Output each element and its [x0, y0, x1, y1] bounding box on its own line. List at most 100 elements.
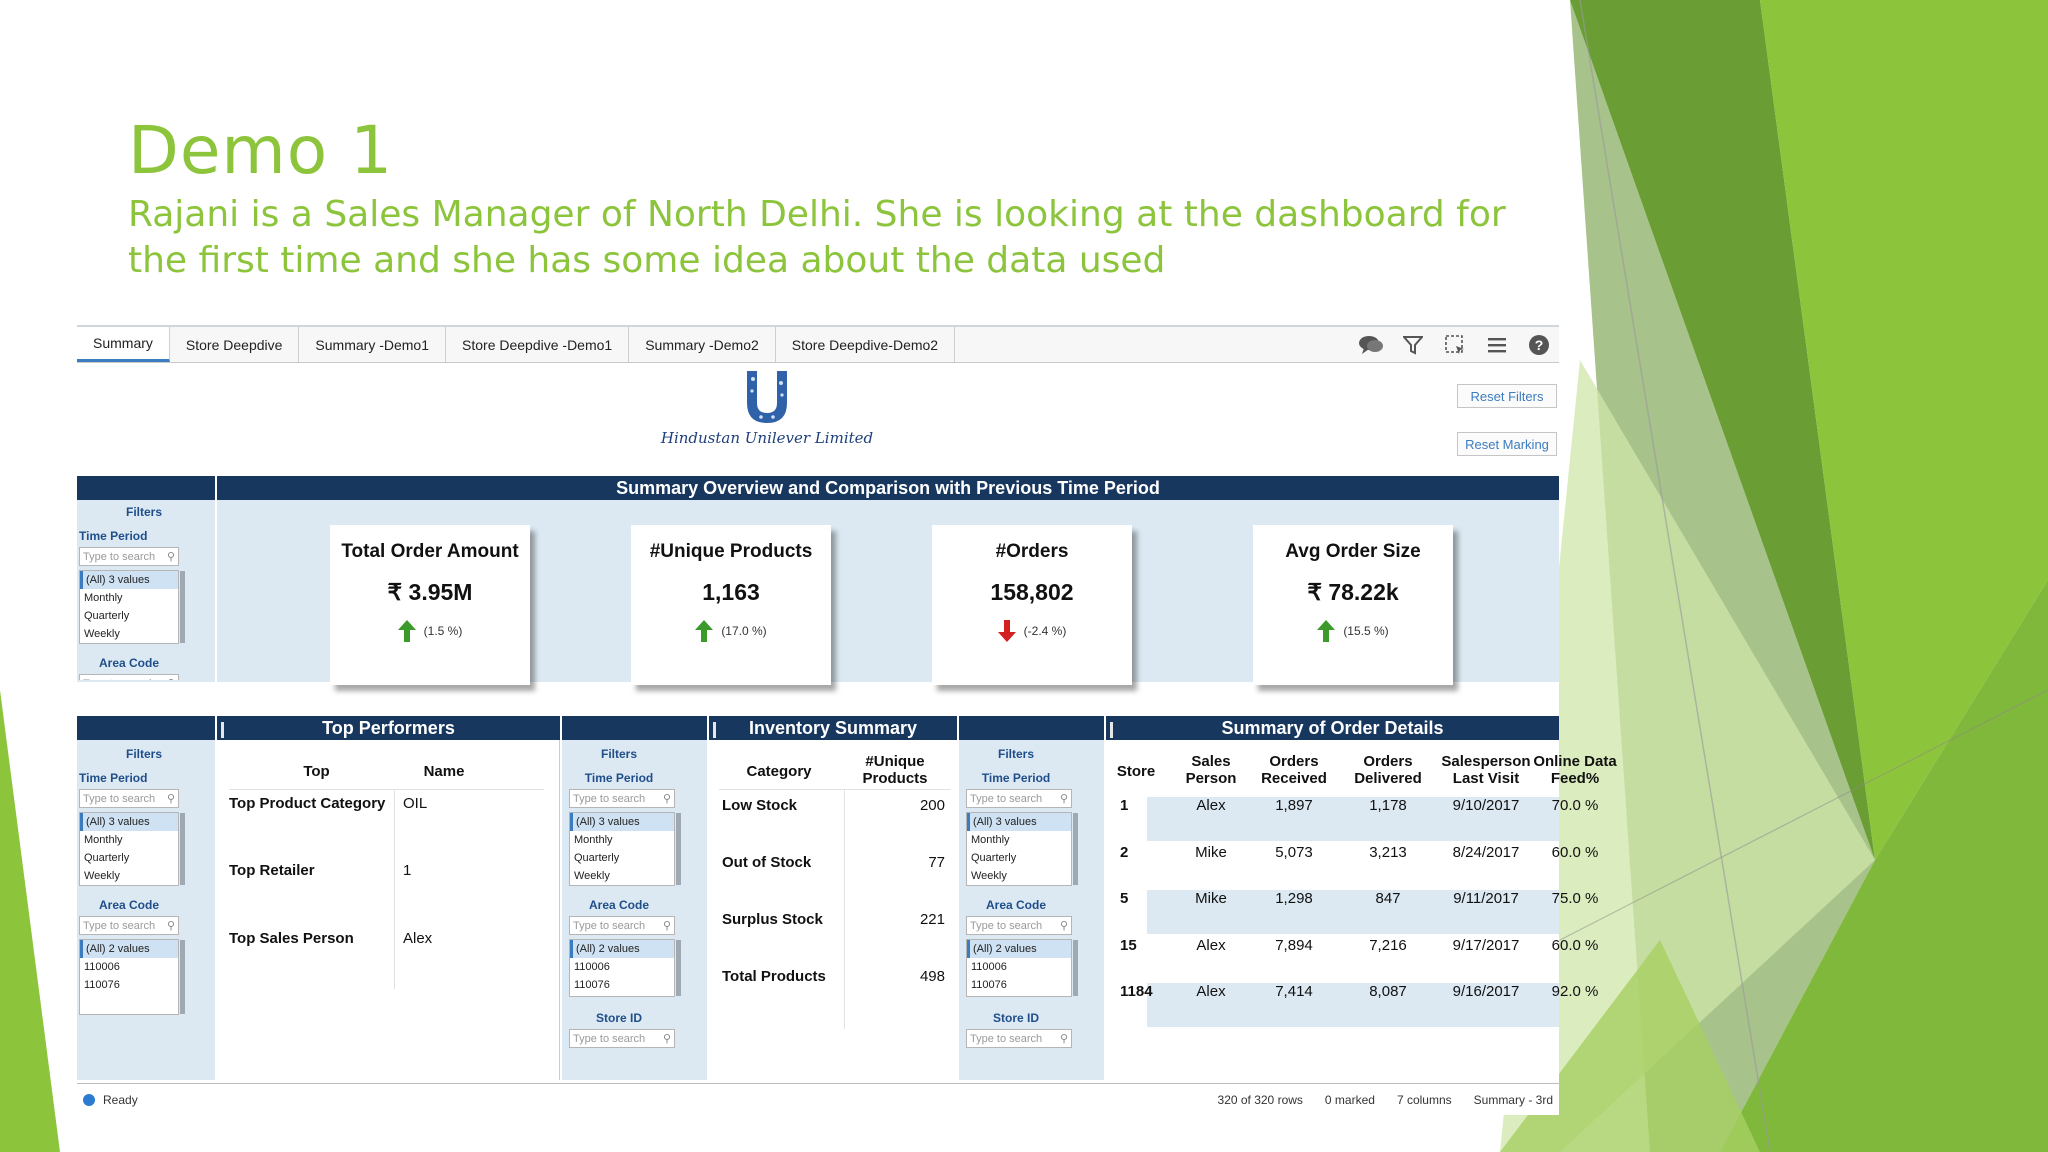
store-id-search-input[interactable]: Type to search ⚲ — [569, 1029, 675, 1048]
table-cell: 9/11/2017 — [1453, 890, 1519, 907]
list-item[interactable]: 110006 — [84, 961, 120, 973]
comment-icon[interactable] — [1357, 332, 1385, 358]
list-item[interactable]: Quarterly — [84, 610, 130, 622]
area-code-list: (All) 2 values 110006 110076 — [79, 939, 185, 1015]
table-cell: 847 — [1375, 890, 1401, 907]
list-item[interactable]: Monthly — [84, 592, 123, 604]
list-item[interactable]: (All) 3 values — [570, 813, 674, 831]
svg-text:?: ? — [1535, 337, 1544, 353]
table-cell: 7,216 — [1369, 936, 1407, 954]
help-icon[interactable]: ? — [1525, 332, 1553, 358]
table-cell: Top Product Category — [229, 795, 386, 812]
time-period-search-input[interactable]: Type to search ⚲ — [79, 789, 179, 808]
time-period-search-input[interactable]: Type to search ⚲ — [569, 789, 675, 808]
time-period-label: Time Period — [79, 771, 148, 785]
order-filters: Filters Time Period Type to search ⚲ (All… — [966, 747, 1096, 1048]
area-code-search-input[interactable]: Type to search ⚲ — [79, 674, 179, 680]
table-cell: 15 — [1120, 936, 1137, 954]
time-period-label: Time Period — [79, 529, 148, 543]
list-item[interactable]: Quarterly — [84, 852, 130, 864]
table-cell: Mike — [1195, 890, 1227, 907]
filter-icon[interactable] — [1399, 332, 1427, 358]
reset-marking-button[interactable]: Reset Marking — [1457, 432, 1557, 456]
tab-store-deepdive[interactable]: Store Deepdive — [170, 327, 300, 362]
list-item[interactable]: Weekly — [574, 870, 610, 882]
kpi-change: (-2.4 %) — [1023, 624, 1067, 638]
time-period-label: Time Period — [584, 771, 654, 785]
tab-store-deepdive-demo1[interactable]: Store Deepdive -Demo1 — [446, 327, 630, 362]
inventory-summary-title: Inventory Summary — [748, 717, 918, 738]
column-header: Orders Received — [1261, 753, 1327, 787]
scrollbar[interactable] — [180, 940, 185, 1014]
logo-text: Hindustan Unilever Limited — [660, 429, 874, 447]
column-header: Top — [303, 763, 330, 780]
time-period-search-input[interactable]: Type to search ⚲ — [79, 547, 179, 566]
search-icon: ⚲ — [662, 920, 671, 932]
table-cell: 1184 — [1120, 983, 1153, 1000]
tab-store-deepdive-demo2[interactable]: Store Deepdive-Demo2 — [776, 327, 956, 362]
list-item[interactable]: (All) 2 values — [570, 940, 674, 958]
slide-subtitle: Rajani is a Sales Manager of North Delhi… — [128, 194, 1506, 281]
table-cell: 60.0 % — [1551, 843, 1599, 861]
toolbar-icons: ? — [1357, 332, 1553, 358]
menu-icon[interactable] — [1483, 332, 1511, 358]
list-item[interactable]: (All) 2 values — [80, 940, 178, 958]
reset-filters-button[interactable]: Reset Filters — [1457, 384, 1557, 408]
search-icon: ⚲ — [1059, 1033, 1068, 1045]
kpi-card-total-order-amount: Total Order Amount ₹ 3.95M (1.5 %) — [330, 525, 530, 685]
list-item[interactable]: Monthly — [971, 834, 1010, 846]
arrow-up-icon — [397, 620, 416, 642]
area-code-search-input[interactable]: Type to search ⚲ — [966, 916, 1072, 935]
list-item[interactable]: 110006 — [971, 961, 1007, 973]
list-item[interactable]: (All) 3 values — [80, 813, 178, 831]
list-item[interactable]: Quarterly — [971, 852, 1017, 864]
search-icon: ⚲ — [662, 793, 671, 805]
kpi-title: #Unique Products — [649, 541, 813, 562]
table-cell: 200 — [919, 797, 945, 814]
table-cell: 77 — [928, 854, 945, 871]
selection-icon[interactable] — [1441, 332, 1469, 358]
scrollbar[interactable] — [676, 813, 681, 885]
scrollbar[interactable] — [180, 813, 185, 885]
company-logo: Hindustan Unilever Limited — [657, 369, 877, 449]
scrollbar[interactable] — [1073, 940, 1078, 996]
list-item[interactable]: (All) 3 values — [967, 813, 1071, 831]
list-item[interactable]: (All) 3 values — [80, 571, 178, 589]
table-cell: 75.0 % — [1551, 890, 1599, 907]
column-header: Name — [423, 763, 465, 780]
area-code-search-input[interactable]: Type to search ⚲ — [569, 916, 675, 935]
search-placeholder: Type to search — [573, 919, 646, 932]
list-item[interactable]: Weekly — [971, 870, 1007, 882]
inventory-filters: Filters Time Period Type to search ⚲ (All… — [569, 747, 699, 1048]
list-item[interactable]: Monthly — [84, 834, 123, 846]
list-item[interactable]: Quarterly — [574, 852, 620, 864]
column-header: Category — [746, 763, 812, 780]
list-item[interactable]: 110076 — [574, 979, 610, 991]
tab-summary[interactable]: Summary — [77, 327, 170, 362]
table-cell: 8,087 — [1369, 983, 1407, 1000]
store-id-search-input[interactable]: Type to search ⚲ — [966, 1029, 1072, 1048]
scrollbar[interactable] — [180, 571, 185, 643]
inventory-panel — [709, 740, 957, 1080]
list-item[interactable]: Weekly — [84, 628, 120, 640]
table-cell: Total Products — [722, 968, 826, 985]
list-item[interactable]: Monthly — [574, 834, 613, 846]
area-code-search-input[interactable]: Type to search ⚲ — [79, 916, 179, 935]
column-header: Salesperson Last Visit — [1441, 753, 1531, 787]
list-item[interactable]: 110076 — [84, 979, 120, 991]
tab-summary-demo2[interactable]: Summary -Demo2 — [629, 327, 776, 362]
top-performers-title: Top Performers — [322, 717, 455, 738]
scrollbar[interactable] — [1073, 813, 1078, 885]
tab-summary-demo1[interactable]: Summary -Demo1 — [299, 327, 447, 362]
inventory-filter-header — [562, 716, 707, 740]
kpi-title: Total Order Amount — [341, 541, 519, 562]
list-item[interactable]: (All) 2 values — [967, 940, 1071, 958]
area-code-label: Area Code — [98, 898, 160, 912]
scrollbar[interactable] — [676, 940, 681, 996]
list-item[interactable]: 110076 — [971, 979, 1007, 991]
table-row-band — [1147, 983, 1559, 1027]
list-item[interactable]: 110006 — [574, 961, 610, 973]
time-period-search-input[interactable]: Type to search ⚲ — [966, 789, 1072, 808]
list-item[interactable]: Weekly — [84, 870, 120, 882]
table-cell: 5 — [1120, 890, 1129, 907]
